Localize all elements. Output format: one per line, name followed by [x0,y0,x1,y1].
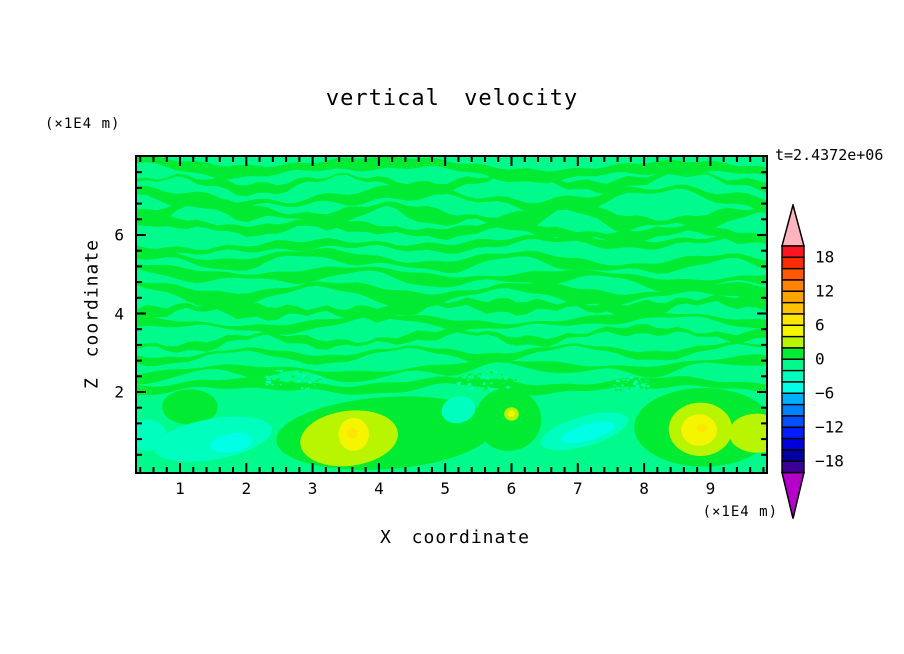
wave-stripes [137,157,766,396]
colorbar-cell [781,392,805,406]
colorbar-over-arrow [781,204,805,247]
plot-area [135,155,768,474]
colorbar [781,204,805,519]
colorbar-label: 6 [815,315,825,335]
downdraft [441,396,476,424]
downdraft [154,416,273,462]
updraft [729,413,766,453]
x-tick-label: 1 [175,479,185,498]
colorbar-label: −6 [815,383,835,403]
z-tick-label: 4 [114,304,124,323]
contour-field [137,157,766,472]
colorbar-cell [781,381,805,394]
colorbar-label: 0 [815,349,825,369]
colorbar-cell [781,324,805,338]
time-annotation: t=2.4372e+06 [775,146,884,164]
colorbar-cell [781,335,805,349]
x-tick-label: 9 [705,479,716,498]
downdraft-core [210,433,253,453]
x-axis-label: X coordinate [379,527,531,548]
ripple-speckles [260,367,652,392]
z-tick-label: 2 [114,382,124,402]
colorbar-label: −12 [815,417,844,437]
colorbar-cell [781,437,805,451]
downdraft [137,419,167,451]
colorbar-cell [781,403,805,417]
colorbar-cell [781,301,805,315]
colorbar-cell [781,369,805,383]
colorbar-under-arrow [781,471,805,519]
colorbar-label: 18 [815,247,835,267]
y-axis-unit-label: (×1E4 m) [45,116,121,132]
colorbar-cell [781,415,805,428]
convective-features [137,388,766,471]
colorbar-cell [781,358,805,372]
updraft-envelope [162,389,218,425]
x-tick-label: 2 [241,479,252,498]
x-tick-label: 7 [572,479,583,498]
colorbar-cell [781,290,805,304]
x-axis-unit-label: (×1E4 m) [702,504,778,520]
x-tick-label: 5 [440,479,450,498]
axis-ticks [137,157,766,472]
colorbar-cell [781,347,805,361]
x-tick-label: 6 [506,479,517,498]
colorbar-cell [781,245,805,259]
updraft-core [508,410,515,417]
colorbar-cell [781,279,805,293]
downdraft-core [560,421,615,444]
updraft-peak [696,423,708,433]
colorbar-cell [781,426,805,440]
chart-title: vertical velocity [325,86,579,111]
colorbar-cell [781,267,805,281]
colorbar-cell [781,313,805,327]
x-tick-label: 4 [374,479,384,498]
colorbar-cell [781,256,805,270]
z-tick-label: 6 [114,225,124,245]
x-tick-label: 3 [307,479,318,498]
colorbar-label: 12 [815,281,835,301]
colorbar-cell [781,449,805,462]
x-tick-label: 8 [639,479,649,498]
y-axis-label: Z coordinate [81,238,103,390]
updraft-peak [347,427,358,439]
colorbar-label: −18 [815,451,844,471]
colorbar-cell [781,460,805,474]
